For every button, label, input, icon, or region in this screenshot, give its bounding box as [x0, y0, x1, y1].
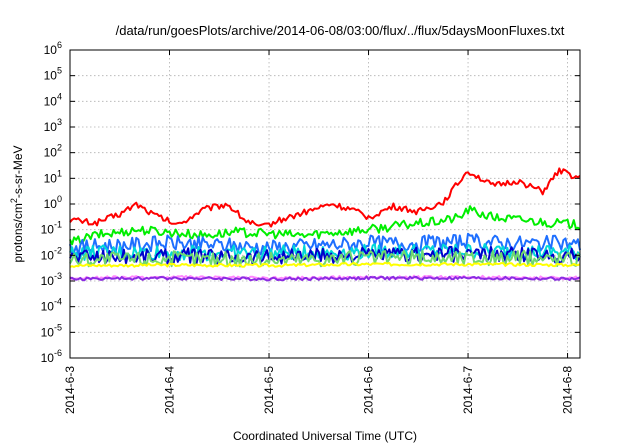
y-axis-ticks: 10-6 10-5 10-4 10-3 10-2 10-1 100 101 102 103 104 1…	[41, 40, 580, 365]
y-tick-label: 105	[44, 66, 62, 83]
y-tick-label: 102	[44, 143, 62, 160]
x-tick-label: 2014-6-8	[561, 366, 575, 414]
y-tick-label: 10-4	[41, 297, 62, 314]
grid	[69, 50, 580, 358]
y-label-prefix: protons/cm	[11, 203, 25, 262]
y-tick-label: 10-6	[41, 348, 62, 365]
y-tick-label: 104	[44, 91, 62, 108]
series-line-3	[69, 232, 581, 256]
x-tick-label: 2014-6-7	[461, 366, 475, 414]
y-tick-label: 103	[44, 117, 62, 134]
y-axis-label: protons/cm2-s-sr-MeV	[9, 145, 25, 262]
y-tick-label: 100	[44, 194, 62, 211]
y-tick-label: 10-5	[41, 322, 62, 339]
series-line-7	[69, 261, 581, 268]
y-tick-label: 101	[44, 168, 62, 185]
y-tick-label: 10-1	[41, 220, 62, 237]
x-axis-label: Coordinated Universal Time (UTC)	[233, 429, 417, 443]
chart-title: /data/run/goesPlots/archive/2014-06-08/0…	[116, 23, 565, 38]
y-label-sup: 2	[9, 198, 19, 203]
x-tick-label: 2014-6-3	[63, 366, 77, 414]
x-tick-label: 2014-6-4	[163, 366, 177, 414]
x-axis-ticks: 2014-6-3 2014-6-4 2014-6-5 2014-6-6 2014-6-7…	[63, 50, 575, 414]
series-line-2	[69, 205, 581, 246]
x-tick-label: 2014-6-6	[362, 366, 376, 414]
x-tick-label: 2014-6-5	[262, 366, 276, 414]
series-line-1	[69, 167, 581, 228]
y-tick-label: 10-2	[41, 245, 62, 262]
y-label-suffix: -s-sr-MeV	[11, 145, 25, 198]
series-line-9	[69, 275, 581, 282]
series-lines	[69, 167, 581, 282]
y-tick-label: 106	[44, 40, 62, 57]
y-tick-label: 10-3	[41, 271, 62, 288]
